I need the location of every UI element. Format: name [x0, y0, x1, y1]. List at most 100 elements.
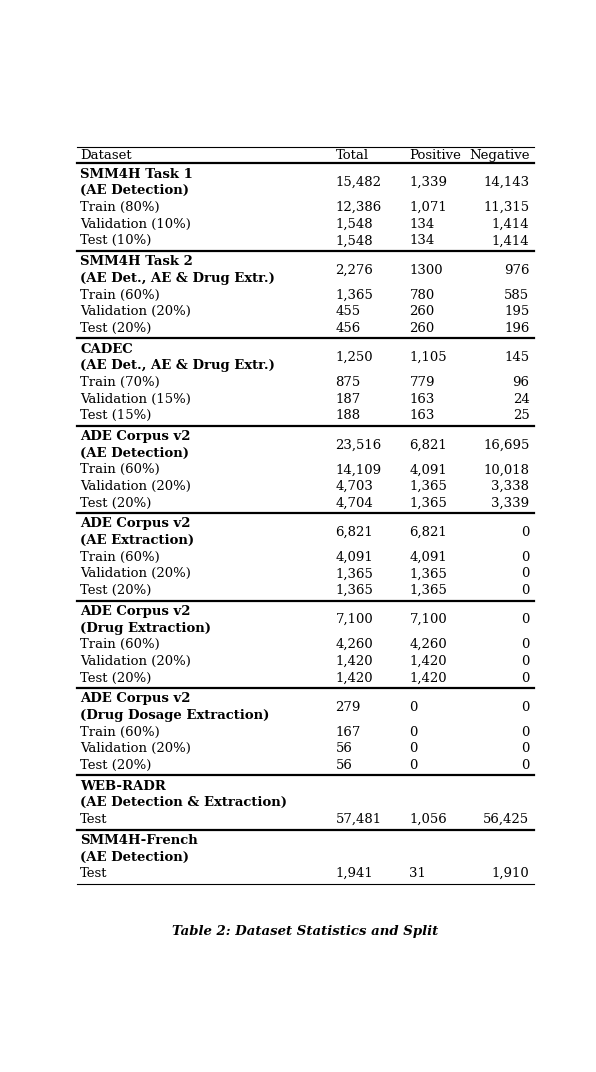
Text: (AE Detection): (AE Detection): [80, 850, 189, 864]
Text: 25: 25: [513, 410, 529, 422]
Text: 16,695: 16,695: [483, 438, 529, 451]
Text: (Drug Dosage Extraction): (Drug Dosage Extraction): [80, 709, 269, 723]
Text: 7,100: 7,100: [409, 613, 447, 626]
Text: 57,481: 57,481: [336, 813, 381, 827]
Text: 10,018: 10,018: [483, 463, 529, 476]
Text: Dataset: Dataset: [80, 149, 132, 162]
Text: 163: 163: [409, 410, 434, 422]
Text: 0: 0: [521, 584, 529, 597]
Text: 0: 0: [521, 613, 529, 626]
Text: 1,339: 1,339: [409, 176, 448, 189]
Text: 1300: 1300: [409, 264, 443, 277]
Text: Train (60%): Train (60%): [80, 638, 160, 651]
Text: Test (15%): Test (15%): [80, 410, 151, 422]
Text: 23,516: 23,516: [336, 438, 381, 451]
Text: Test (20%): Test (20%): [80, 671, 151, 685]
Text: Negative: Negative: [469, 149, 529, 162]
Text: 6,821: 6,821: [409, 526, 447, 539]
Text: 0: 0: [409, 726, 418, 739]
Text: Test: Test: [80, 813, 107, 827]
Text: 96: 96: [513, 376, 529, 389]
Text: 1,365: 1,365: [409, 584, 447, 597]
Text: 187: 187: [336, 392, 361, 405]
Text: 1,105: 1,105: [409, 351, 447, 364]
Text: 585: 585: [504, 288, 529, 301]
Text: Train (60%): Train (60%): [80, 288, 160, 301]
Text: 1,420: 1,420: [409, 655, 447, 668]
Text: 12,386: 12,386: [336, 202, 381, 214]
Text: Total: Total: [336, 149, 368, 162]
Text: (AE Det., AE & Drug Extr.): (AE Det., AE & Drug Extr.): [80, 359, 275, 372]
Text: Train (60%): Train (60%): [80, 726, 160, 739]
Text: 196: 196: [504, 322, 529, 334]
Text: 4,091: 4,091: [336, 551, 373, 564]
Text: 15,482: 15,482: [336, 176, 381, 189]
Text: 260: 260: [409, 322, 434, 334]
Text: 0: 0: [521, 638, 529, 651]
Text: 1,910: 1,910: [492, 867, 529, 880]
Text: Validation (15%): Validation (15%): [80, 392, 191, 405]
Text: 7,100: 7,100: [336, 613, 373, 626]
Text: (AE Detection): (AE Detection): [80, 184, 189, 197]
Text: 0: 0: [521, 526, 529, 539]
Text: 1,365: 1,365: [336, 584, 373, 597]
Text: 31: 31: [409, 867, 426, 880]
Text: 1,941: 1,941: [336, 867, 373, 880]
Text: 0: 0: [521, 742, 529, 756]
Text: ADE Corpus v2: ADE Corpus v2: [80, 605, 191, 617]
Text: 145: 145: [504, 351, 529, 364]
Text: Train (60%): Train (60%): [80, 463, 160, 476]
Text: 1,365: 1,365: [336, 567, 373, 580]
Text: 14,109: 14,109: [336, 463, 381, 476]
Text: 0: 0: [521, 726, 529, 739]
Text: Validation (20%): Validation (20%): [80, 655, 191, 668]
Text: 456: 456: [336, 322, 361, 334]
Text: 24: 24: [513, 392, 529, 405]
Text: 1,250: 1,250: [336, 351, 373, 364]
Text: Test (10%): Test (10%): [80, 235, 151, 248]
Text: 0: 0: [521, 671, 529, 685]
Text: (AE Detection): (AE Detection): [80, 447, 189, 460]
Text: (Drug Extraction): (Drug Extraction): [80, 622, 211, 635]
Text: Train (70%): Train (70%): [80, 376, 160, 389]
Text: ADE Corpus v2: ADE Corpus v2: [80, 430, 191, 443]
Text: 3,338: 3,338: [492, 480, 529, 493]
Text: 4,091: 4,091: [409, 551, 447, 564]
Text: Train (60%): Train (60%): [80, 551, 160, 564]
Text: 1,056: 1,056: [409, 813, 447, 827]
Text: 1,365: 1,365: [409, 567, 447, 580]
Text: 0: 0: [521, 701, 529, 714]
Text: Test (20%): Test (20%): [80, 759, 151, 772]
Text: 0: 0: [521, 551, 529, 564]
Text: 167: 167: [336, 726, 361, 739]
Text: 1,365: 1,365: [336, 288, 373, 301]
Text: 134: 134: [409, 235, 434, 248]
Text: 279: 279: [336, 701, 361, 714]
Text: 779: 779: [409, 376, 435, 389]
Text: Test (20%): Test (20%): [80, 322, 151, 334]
Text: 4,703: 4,703: [336, 480, 373, 493]
Text: Validation (10%): Validation (10%): [80, 218, 191, 230]
Text: 4,704: 4,704: [336, 496, 373, 509]
Text: ADE Corpus v2: ADE Corpus v2: [80, 518, 191, 531]
Text: Validation (20%): Validation (20%): [80, 567, 191, 580]
Text: 134: 134: [409, 218, 434, 230]
Text: 976: 976: [504, 264, 529, 277]
Text: 1,548: 1,548: [336, 218, 373, 230]
Text: 6,821: 6,821: [336, 526, 373, 539]
Text: 1,548: 1,548: [336, 235, 373, 248]
Text: 188: 188: [336, 410, 361, 422]
Text: 195: 195: [504, 306, 529, 318]
Text: 3,339: 3,339: [491, 496, 529, 509]
Text: 1,420: 1,420: [409, 671, 447, 685]
Text: 0: 0: [409, 742, 418, 756]
Text: 1,414: 1,414: [492, 235, 529, 248]
Text: ADE Corpus v2: ADE Corpus v2: [80, 693, 191, 705]
Text: 4,091: 4,091: [409, 463, 447, 476]
Text: SMM4H Task 2: SMM4H Task 2: [80, 255, 193, 268]
Text: Positive: Positive: [409, 149, 461, 162]
Text: 163: 163: [409, 392, 434, 405]
Text: 1,420: 1,420: [336, 671, 373, 685]
Text: (AE Det., AE & Drug Extr.): (AE Det., AE & Drug Extr.): [80, 272, 275, 285]
Text: 0: 0: [521, 567, 529, 580]
